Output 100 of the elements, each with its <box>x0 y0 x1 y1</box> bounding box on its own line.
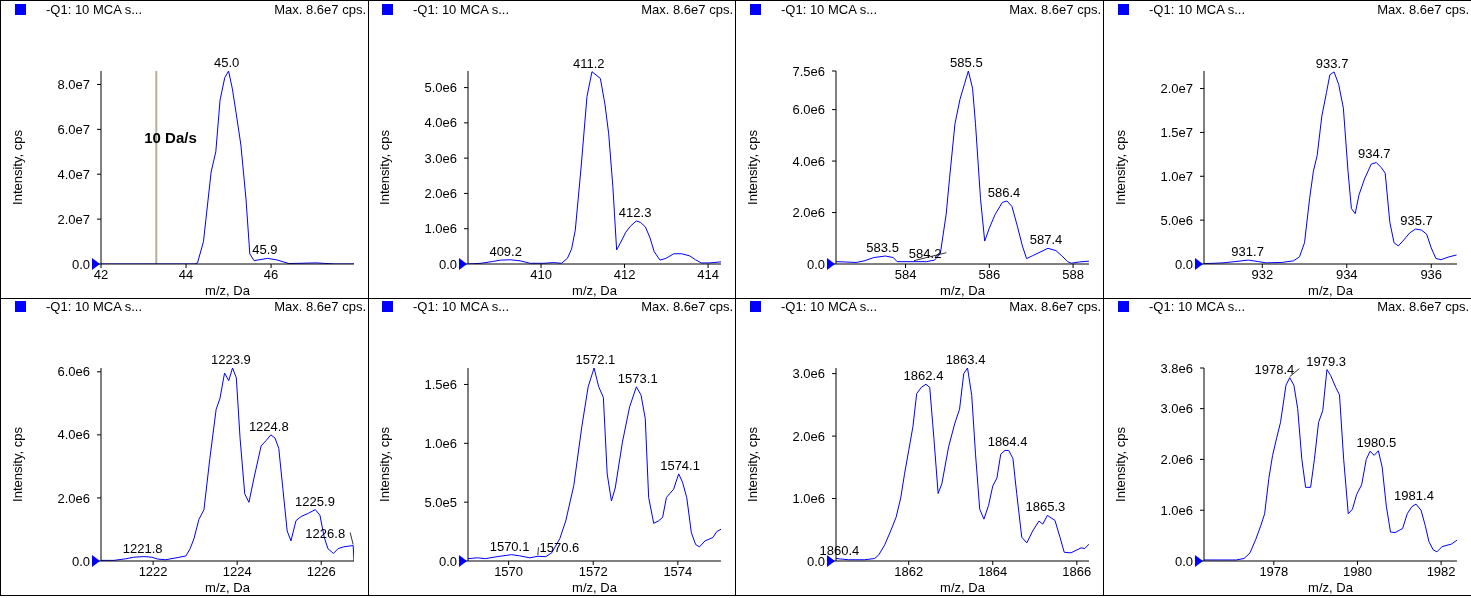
y-tick-label: 2.0e6 <box>1160 452 1193 468</box>
text: Max. 8.6e7 cps. <box>1009 299 1101 314</box>
x-tick-label: 1222 <box>138 564 168 580</box>
y-axis-title: Intensity, cps <box>745 129 760 205</box>
annotation: 45.0 <box>213 55 240 70</box>
x-axis-title: m/z, Da <box>940 283 986 298</box>
y-tick-label: 5.0e5 <box>424 494 457 510</box>
y-tick-label: 8.0e7 <box>57 77 90 93</box>
x-tick-label: 584 <box>894 267 917 283</box>
annotation: 1980.5 <box>1356 434 1397 450</box>
y-tick-label: 4.0e6 <box>424 115 457 131</box>
y-axis-title: Intensity, cps <box>745 426 760 502</box>
y-tick-label: 5.0e6 <box>1160 212 1193 228</box>
x-tick-label: 1982 <box>1426 564 1456 580</box>
x-tick-label: 1862 <box>894 564 924 580</box>
annotation: 1573.1 <box>617 370 658 386</box>
x-axis-title: m/z, Da <box>940 580 986 595</box>
x-tick-label: 1224 <box>222 564 252 580</box>
annotation: 1864.4 <box>987 434 1028 450</box>
annotation: 1981.4 <box>1394 488 1434 504</box>
x-tick-label: 1864 <box>978 564 1008 580</box>
text: Max. 8.6e7 cps. <box>1377 299 1469 314</box>
annotation: 412.3 <box>618 204 652 220</box>
x-tick-label: 1866 <box>1062 564 1092 580</box>
y-tick-label: 4.0e6 <box>57 427 90 443</box>
y-tick-label: 0.0 <box>71 256 90 272</box>
x-tick-label: 42 <box>93 267 109 283</box>
y-tick-label: 1.5e7 <box>1160 125 1193 141</box>
y-tick-label: 3.8e6 <box>1160 360 1193 376</box>
y-tick-label: 4.0e7 <box>57 166 90 182</box>
text: Max. 8.6e7 cps. <box>274 2 366 17</box>
annotation: 1978.4 <box>1254 361 1295 377</box>
annotation: 45.9 <box>252 242 278 258</box>
annotation: 587.4 <box>1029 232 1063 248</box>
annotation: 583.5 <box>866 240 899 256</box>
annotation: 585.5 <box>950 55 983 70</box>
annotation: 411.2 <box>572 55 605 71</box>
y-tick-label: 4.0e6 <box>792 153 825 169</box>
annotation: 1570.6 <box>539 540 580 556</box>
annotation: 1570.1 <box>489 538 530 554</box>
y-axis-title: Intensity, cps <box>1113 426 1128 502</box>
y-axis-title: Intensity, cps <box>1113 129 1128 205</box>
annotation: 1865.3 <box>1025 499 1066 515</box>
legend-label: -Q1: 10 MCA s... <box>46 2 143 17</box>
y-tick-label: 1.0e6 <box>792 491 825 507</box>
y-axis-title: Intensity, cps <box>377 129 392 205</box>
legend-label: -Q1: 10 MCA s... <box>1149 2 1246 17</box>
annotation: 1572.1 <box>575 352 616 367</box>
annotation: 1221.8 <box>122 540 163 556</box>
x-tick-label: 1574 <box>663 564 693 580</box>
y-tick-label: 2.0e7 <box>57 211 90 227</box>
annotation: 1225.9 <box>295 493 335 509</box>
x-tick-label: 412 <box>613 267 636 283</box>
x-tick-label: 44 <box>178 267 194 283</box>
y-tick-label: 0.0 <box>438 553 457 569</box>
text: Max. 8.6e7 cps. <box>1009 2 1101 17</box>
annotation: 934.7 <box>1358 146 1391 162</box>
annotation: 935.7 <box>1400 213 1433 228</box>
y-axis-title: Intensity, cps <box>377 426 392 502</box>
x-tick-label: 588 <box>1062 267 1084 283</box>
annotation: 409.2 <box>489 243 522 259</box>
annotation: 1574.1 <box>660 457 700 473</box>
y-tick-label: 1.0e6 <box>424 435 457 451</box>
annotation: 933.7 <box>1315 55 1349 71</box>
annotation: 1979.3 <box>1306 353 1347 369</box>
y-tick-label: 2.0e7 <box>1160 81 1193 97</box>
y-tick-label: 3.0e6 <box>792 366 825 382</box>
x-axis-title: m/z, Da <box>205 580 251 595</box>
x-tick-label: 1570 <box>494 564 524 580</box>
x-tick-label: 1978 <box>1259 564 1289 580</box>
x-tick-label: 1572 <box>578 564 608 580</box>
annotation: 586.4 <box>987 184 1021 200</box>
legend-label: -Q1: 10 MCA s... <box>413 299 510 314</box>
legend-label: -Q1: 10 MCA s... <box>1149 299 1246 314</box>
y-tick-label: 5.0e6 <box>424 80 457 96</box>
x-tick-label: 414 <box>697 267 719 283</box>
y-tick-label: 0.0 <box>71 553 90 569</box>
y-tick-label: 1.0e6 <box>1160 502 1193 518</box>
legend-label: -Q1: 10 MCA s... <box>781 299 878 314</box>
x-axis-title: m/z, Da <box>572 580 618 595</box>
text: Max. 8.6e7 cps. <box>274 299 366 314</box>
y-tick-label: 7.5e6 <box>792 63 825 79</box>
x-axis-title: m/z, Da <box>1308 283 1354 298</box>
y-tick-label: 0.0 <box>438 256 457 272</box>
x-axis-title: m/z, Da <box>1308 580 1354 595</box>
x-tick-label: 1226 <box>306 564 336 580</box>
y-tick-label: 1.0e6 <box>424 221 457 237</box>
annotation: 931.7 <box>1231 244 1264 260</box>
x-tick-label: 932 <box>1251 267 1274 283</box>
x-tick-label: 1980 <box>1343 564 1372 580</box>
annotation: 1862.4 <box>903 368 944 384</box>
y-tick-label: 6.0e6 <box>57 364 90 380</box>
y-tick-label: 6.0e7 <box>57 121 90 137</box>
y-tick-label: 0.0 <box>1174 553 1193 569</box>
x-tick-label: 934 <box>1335 267 1358 283</box>
y-tick-label: 0.0 <box>1174 256 1193 272</box>
y-axis-title: Intensity, cps <box>10 129 25 205</box>
y-tick-label: 2.0e6 <box>424 186 457 202</box>
y-axis-title: Intensity, cps <box>10 426 25 502</box>
y-tick-label: 2.0e6 <box>57 490 90 506</box>
